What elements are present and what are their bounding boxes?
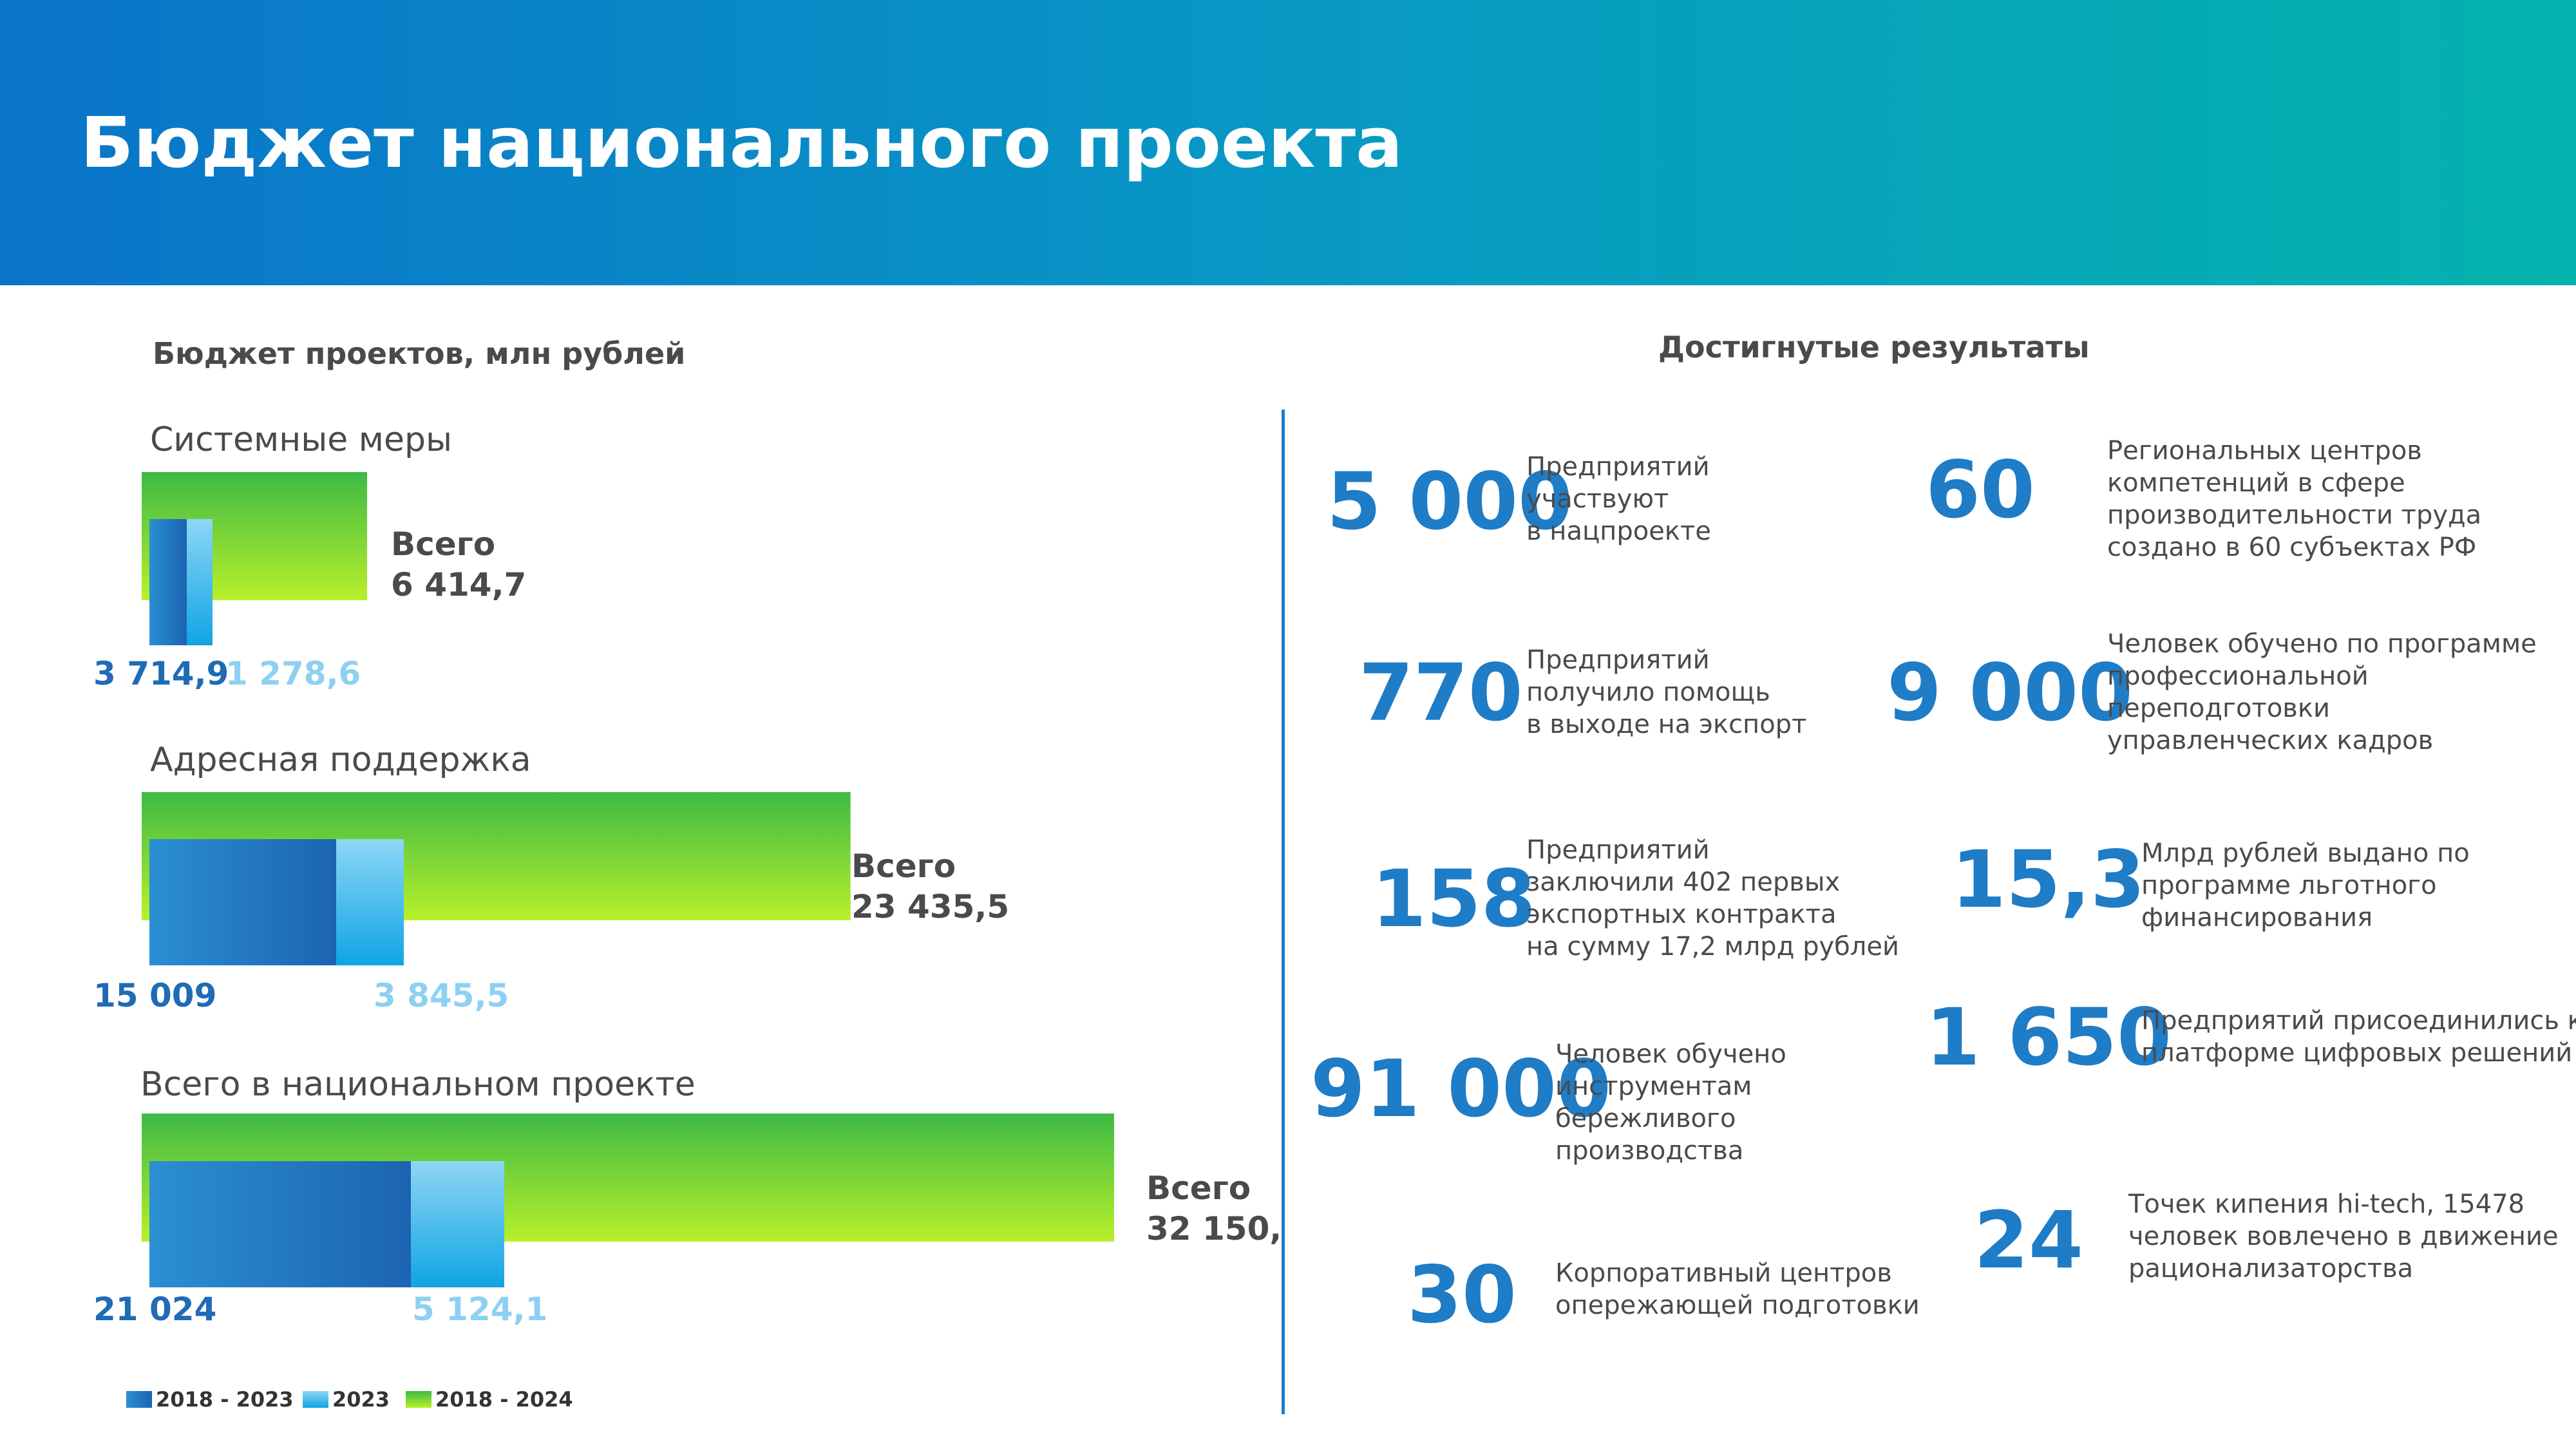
bar-2023 xyxy=(411,1161,504,1287)
chart-title: Бюджет проектов, млн рублей xyxy=(153,336,686,371)
legend-swatch xyxy=(126,1391,152,1408)
result-description-line: экспортных контракта xyxy=(1526,900,1837,929)
result-description: Предприятий получило помощь в выходе на эк… xyxy=(1526,644,1806,741)
result-description-line: Предприятий xyxy=(1526,452,1710,482)
result-description-line: финансирования xyxy=(2141,903,2373,933)
result-description-line: в выходе на экспорт xyxy=(1526,710,1807,739)
result-value: 91 000 xyxy=(1311,1043,1611,1135)
result-description-line: управленческих кадров xyxy=(2107,726,2434,755)
result-description-line: компетенций в сфере xyxy=(2107,468,2405,498)
total-label: Всего xyxy=(391,526,495,563)
legend-swatch xyxy=(406,1391,431,1408)
header-banner: Бюджет национального проекта xyxy=(0,0,2576,285)
bar-2018-2023 xyxy=(149,1161,411,1287)
vertical-divider xyxy=(1282,410,1285,1414)
page-title: Бюджет национального проекта xyxy=(80,103,1403,184)
result-description-line: инструментам xyxy=(1555,1072,1752,1101)
result-value: 1 650 xyxy=(1926,992,2172,1083)
total-label: Всего xyxy=(851,848,956,885)
legend-label: 2018 - 2023 xyxy=(156,1387,294,1412)
result-description-line: Предприятий присоединились к xyxy=(2141,1006,2576,1036)
result-description-line: получило помощь xyxy=(1526,677,1770,707)
result-description-line: на сумму 17,2 млрд рублей xyxy=(1526,932,1899,961)
category-label: Всего в национальном проекте xyxy=(140,1065,696,1104)
category-label: Адресная поддержка xyxy=(150,741,531,779)
total-value: 23 435,5 xyxy=(851,888,1009,925)
value-label-2018-2023: 3 714,9 xyxy=(93,655,229,692)
bar-2018-2023 xyxy=(149,519,187,645)
result-description-line: в нацпроекте xyxy=(1526,516,1711,546)
result-description-line: Предприятий xyxy=(1526,645,1710,675)
result-description-line: бережливого xyxy=(1555,1104,1736,1133)
value-label-2018-2023: 21 024 xyxy=(93,1291,216,1328)
result-description-line: переподготовки xyxy=(2107,694,2331,723)
result-description: Предприятий участвуют в нацпроекте xyxy=(1526,451,1711,547)
bar-2023 xyxy=(336,839,404,965)
bar-2018-2023 xyxy=(149,839,336,965)
result-description-line: Точек кипения hi-tech, 15478 xyxy=(2128,1189,2525,1219)
value-label-2023: 3 845,5 xyxy=(374,977,509,1014)
result-value: 24 xyxy=(1974,1195,2083,1286)
result-value: 158 xyxy=(1372,853,1536,945)
total-label: Всего xyxy=(1146,1170,1251,1207)
result-description: Корпоративный центров опережающей подгото… xyxy=(1555,1257,1920,1321)
result-description: Предприятий присоединились к платформе ци… xyxy=(2141,1005,2576,1069)
result-description-line: рационализаторства xyxy=(2128,1254,2414,1283)
result-value: 770 xyxy=(1359,647,1523,739)
result-description-line: профессиональной xyxy=(2107,661,2369,691)
result-value: 15,3 xyxy=(1951,834,2146,925)
value-label-2018-2023: 15 009 xyxy=(93,977,216,1014)
bar-2023 xyxy=(187,519,213,645)
result-description-line: Человек обучено xyxy=(1555,1039,1786,1069)
result-description: Человек обучено по программе профессионал… xyxy=(2107,628,2537,757)
result-description-line: Млрд рублей выдано по xyxy=(2141,838,2470,868)
legend-label: 2018 - 2024 xyxy=(435,1387,573,1412)
result-value: 60 xyxy=(1926,444,2035,536)
result-value: 30 xyxy=(1407,1249,1517,1341)
result-description-line: Человек обучено по программе xyxy=(2107,629,2537,659)
result-description: Предприятий заключили 402 первых экспортны… xyxy=(1526,834,1899,963)
total-value: 32 150,5 xyxy=(1146,1210,1278,1247)
result-description: Точек кипения hi-tech, 15478 человек вовл… xyxy=(2128,1188,2559,1285)
result-description-line: Предприятий xyxy=(1526,835,1710,865)
result-description-line: производства xyxy=(1555,1136,1744,1166)
results-heading: Достигнутые результаты xyxy=(1658,330,2090,365)
result-description-line: Региональных центров xyxy=(2107,436,2422,466)
result-description-line: человек вовлечено в движение xyxy=(2128,1222,2559,1251)
total-value: 6 414,7 xyxy=(391,566,526,603)
value-label-2023: 1 278,6 xyxy=(225,655,361,692)
legend-label: 2023 xyxy=(332,1387,390,1412)
result-description-line: Корпоративный центров xyxy=(1555,1258,1892,1288)
category-label: Системные меры xyxy=(150,421,452,459)
result-value: 5 000 xyxy=(1327,456,1573,547)
result-description: Человек обучено инструментам бережливого пр… xyxy=(1555,1038,1786,1167)
result-description-line: платформе цифровых решений xyxy=(2141,1038,2573,1068)
result-description: Региональных центров компетенций в сфере п… xyxy=(2107,435,2481,564)
result-description: Млрд рублей выдано по программе льготного… xyxy=(2141,837,2470,934)
result-description-line: создано в 60 субъектах РФ xyxy=(2107,533,2477,562)
result-description-line: заключили 402 первых xyxy=(1526,867,1841,897)
result-description-line: программе льготного xyxy=(2141,871,2437,900)
result-value: 9 000 xyxy=(1887,647,2134,739)
value-label-2023: 5 124,1 xyxy=(412,1291,547,1328)
result-description-line: производительности труда xyxy=(2107,500,2482,530)
result-description-line: участвуют xyxy=(1526,484,1669,514)
legend-swatch xyxy=(303,1391,328,1408)
result-description-line: опережающей подготовки xyxy=(1555,1291,1920,1320)
